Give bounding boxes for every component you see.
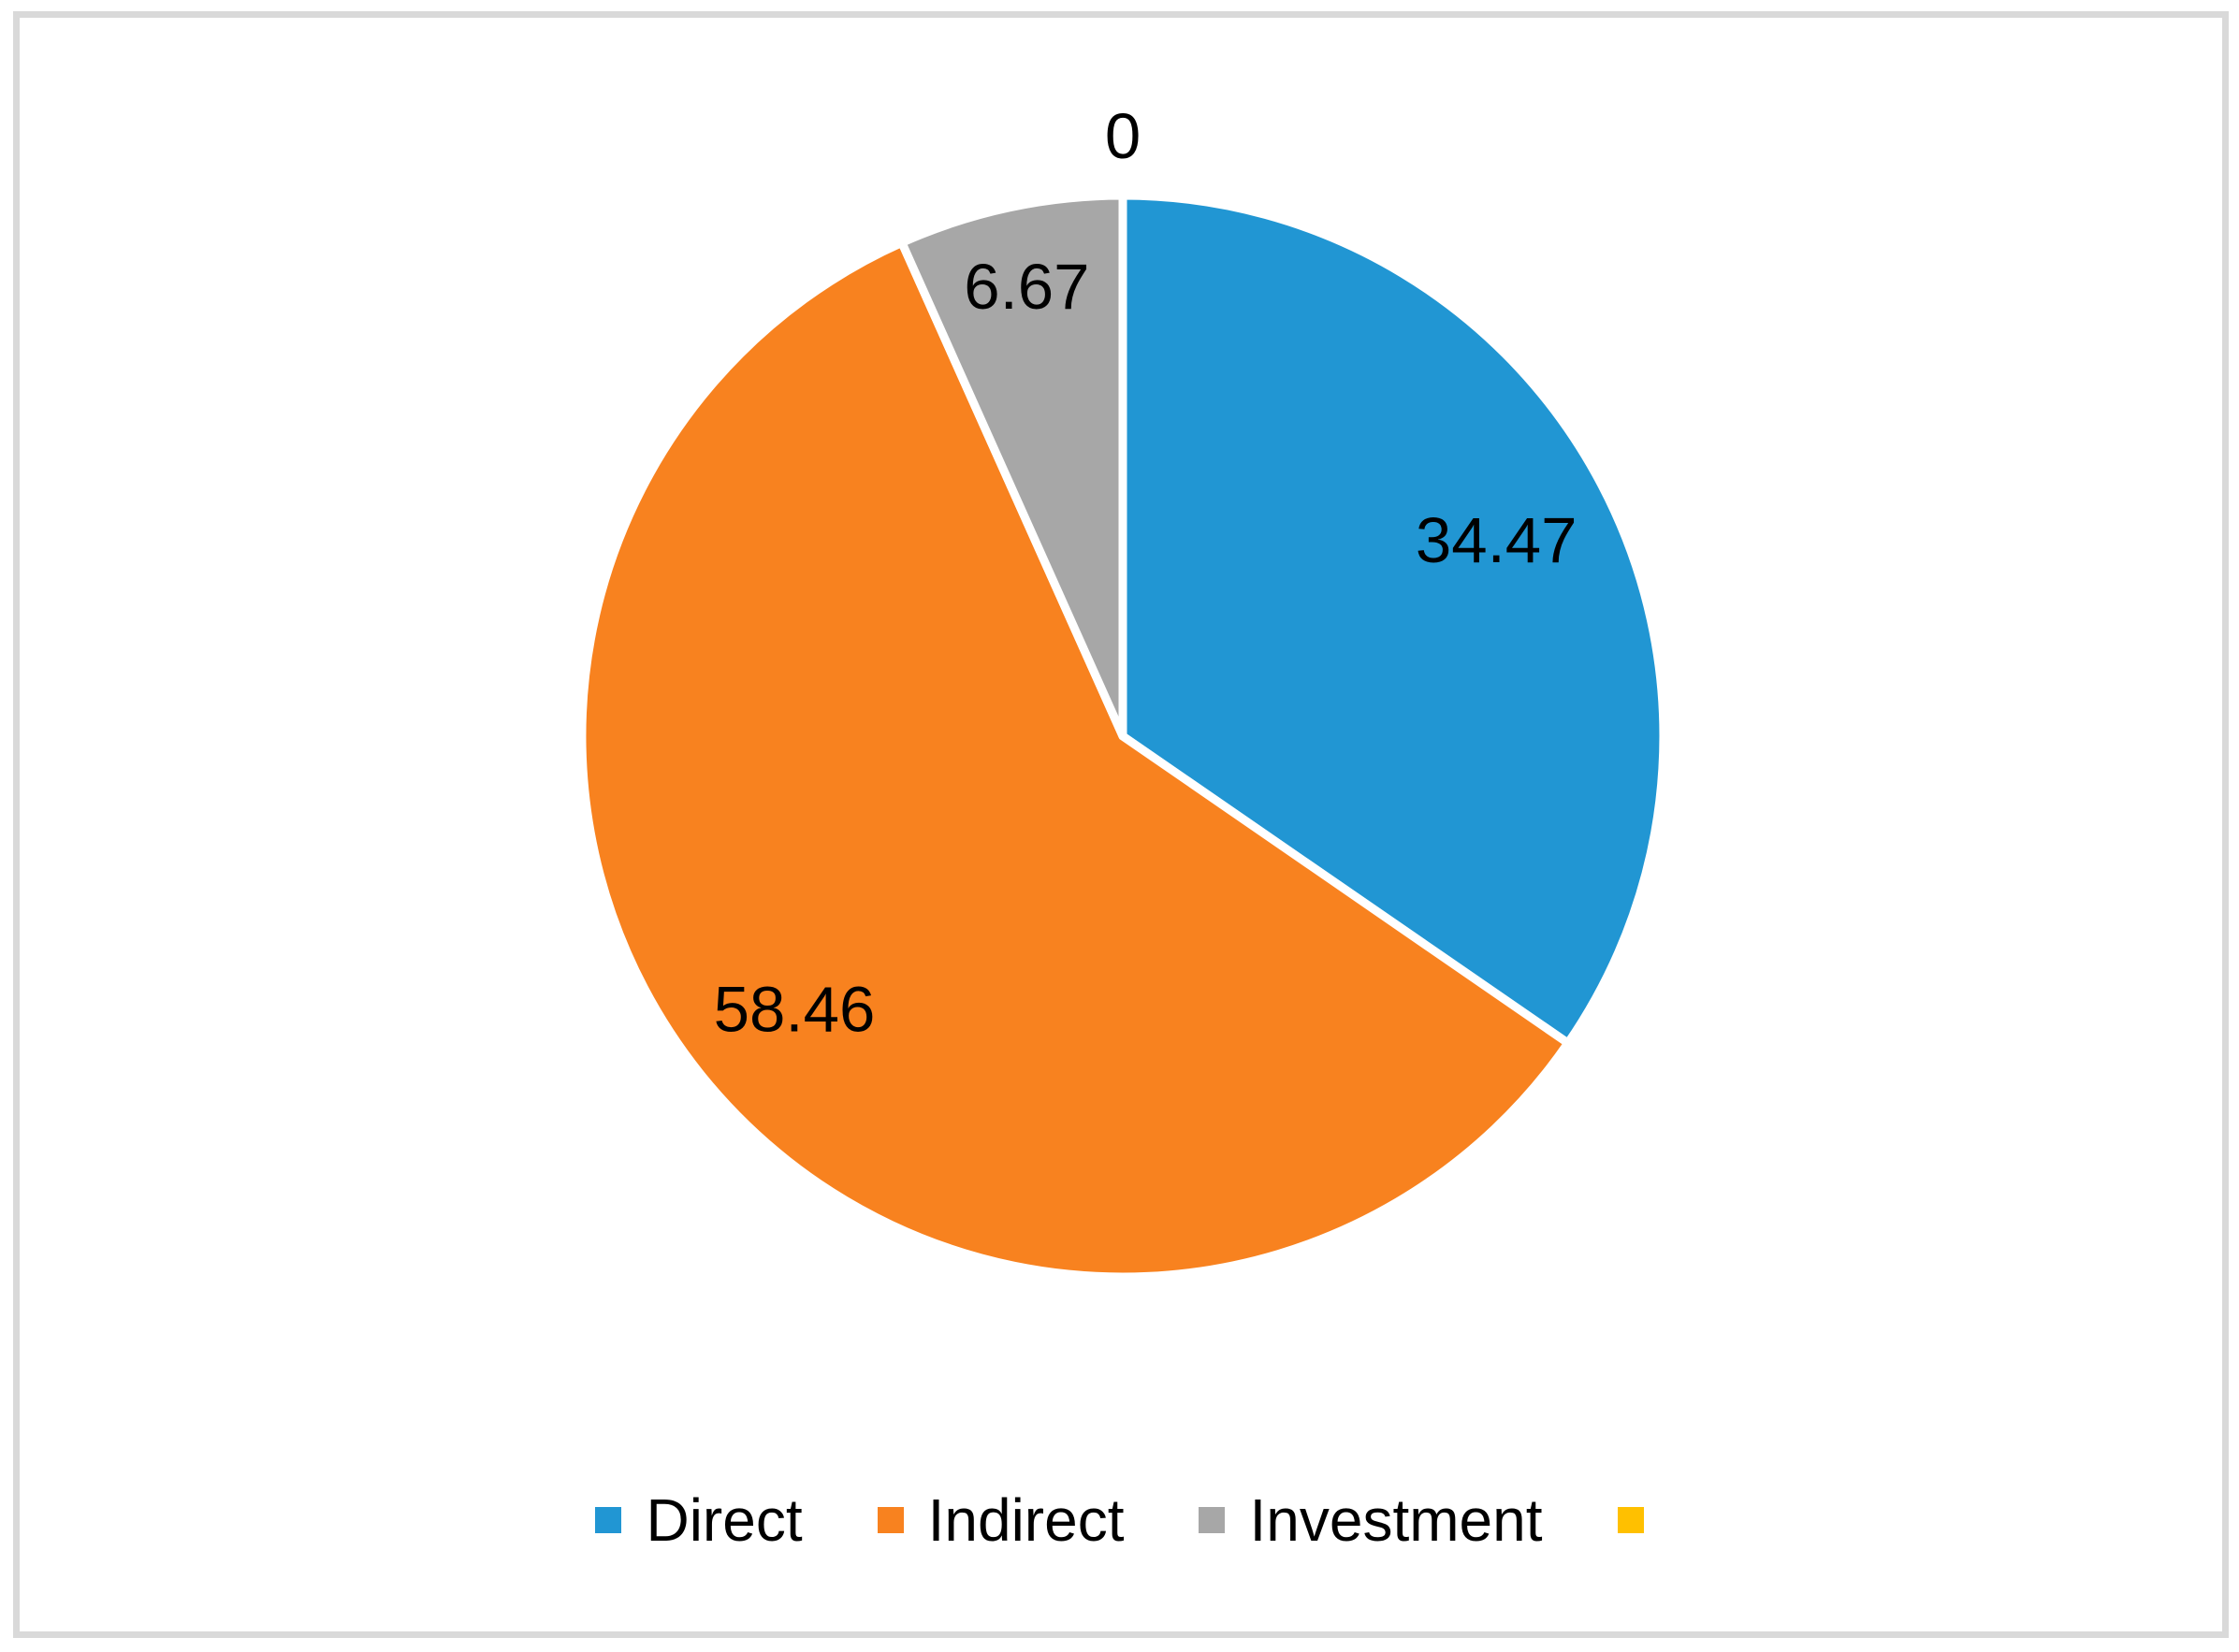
- data-label-direct: 34.47: [1416, 504, 1577, 576]
- legend-swatch-indirect: [877, 1507, 904, 1533]
- data-label-empty: 0: [1105, 100, 1141, 172]
- pie-slice-direct: [1118, 191, 1668, 1050]
- data-label-indirect: 58.46: [714, 974, 876, 1046]
- legend-swatch-empty: [1617, 1507, 1644, 1533]
- legend-item-empty: [1617, 1507, 1644, 1533]
- legend-label-indirect: Indirect: [927, 1486, 1125, 1554]
- legend-item-investment: Investment: [1199, 1486, 1543, 1554]
- legend-swatch-investment: [1199, 1507, 1226, 1533]
- legend-item-direct: Direct: [595, 1486, 803, 1554]
- legend-swatch-direct: [595, 1507, 622, 1533]
- chart-legend: Direct Indirect Investment: [0, 1489, 2239, 1551]
- legend-label-investment: Investment: [1249, 1486, 1543, 1554]
- legend-label-direct: Direct: [646, 1486, 803, 1554]
- pie-slice-investment: [895, 191, 1127, 738]
- legend-item-indirect: Indirect: [877, 1486, 1125, 1554]
- data-label-investment: 6.67: [964, 251, 1089, 323]
- pie-slice-indirect: [577, 237, 1575, 1282]
